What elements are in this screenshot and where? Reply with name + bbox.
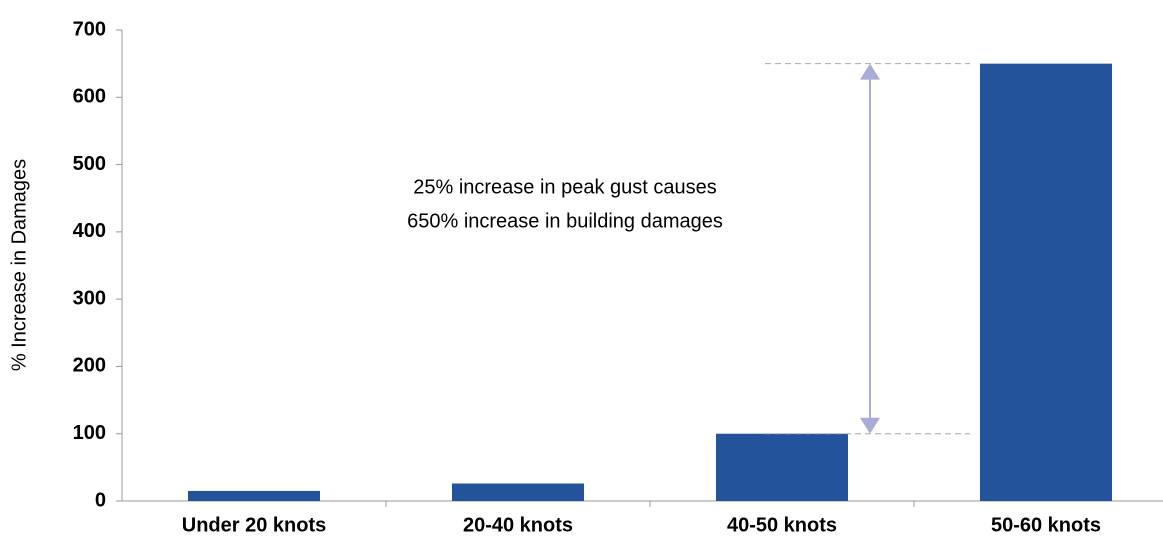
y-tick-label: 300 [73,287,106,309]
y-tick-label: 600 [73,86,106,108]
x-tick-label: Under 20 knots [182,514,326,536]
annotation: 25% increase in peak gust causes [413,176,717,198]
y-axis-label: % Increase in Damages [8,159,30,371]
y-tick-label: 700 [73,18,106,40]
x-tick-label: 50-60 knots [991,514,1101,536]
bar [452,483,584,501]
arrow-head [860,417,880,434]
y-tick-label: 0 [95,489,106,511]
bar [188,490,320,501]
x-tick-label: 40-50 knots [727,514,837,536]
bar [716,433,848,501]
y-tick-label: 100 [73,422,106,444]
x-tick-label: 20-40 knots [463,514,573,536]
y-tick-label: 400 [73,220,106,242]
annotation: 650% increase in building damages [407,210,723,232]
arrow-head [860,63,880,80]
y-tick-label: 200 [73,355,106,377]
y-tick-label: 500 [73,153,106,175]
bar [980,63,1112,502]
